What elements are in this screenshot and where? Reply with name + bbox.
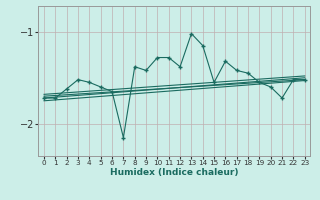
X-axis label: Humidex (Indice chaleur): Humidex (Indice chaleur) [110,168,239,177]
